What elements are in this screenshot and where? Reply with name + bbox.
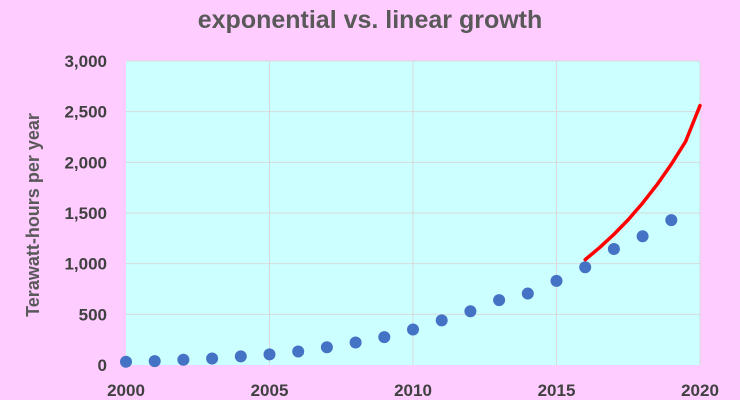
data-point (148, 355, 161, 368)
y-tick-label: 1,500 (64, 204, 107, 223)
data-point (177, 353, 190, 366)
y-axis-tick-labels: 0 500 1,000 1,500 2,000 2,500 3,000 (64, 52, 107, 375)
data-point (521, 287, 534, 300)
data-point (464, 305, 477, 318)
x-tick-label: 2010 (394, 381, 432, 400)
y-axis-label: Terawatt-hours per year (23, 113, 43, 317)
data-point (579, 261, 592, 274)
chart-title: exponential vs. linear growth (198, 6, 543, 34)
data-point (607, 242, 620, 255)
y-tick-label: 1,000 (64, 255, 107, 274)
y-tick-label: 0 (98, 356, 107, 375)
y-tick-label: 500 (79, 305, 107, 324)
x-tick-label: 2005 (251, 381, 289, 400)
data-point (234, 350, 247, 363)
x-tick-label: 2015 (538, 381, 576, 400)
data-point (263, 348, 276, 361)
data-point (292, 345, 305, 358)
data-point (636, 230, 649, 243)
data-point (665, 214, 678, 227)
data-point (435, 314, 448, 327)
data-point (493, 294, 506, 307)
x-tick-label: 2000 (107, 381, 145, 400)
grid-lines (126, 60, 701, 365)
y-tick-label: 2,500 (64, 103, 107, 122)
data-point (206, 352, 219, 365)
data-point (349, 336, 362, 349)
series-layer (120, 103, 702, 368)
data-point (378, 331, 391, 344)
data-point (320, 341, 333, 354)
exponential-curve (583, 103, 702, 262)
x-axis-tick-labels: 2000 2005 2010 2015 2020 (107, 381, 719, 400)
data-point (550, 274, 563, 287)
y-tick-label: 2,000 (64, 153, 107, 172)
x-tick-label: 2020 (681, 381, 719, 400)
y-tick-label: 3,000 (64, 52, 107, 71)
data-point (120, 355, 132, 368)
data-point (407, 323, 419, 336)
